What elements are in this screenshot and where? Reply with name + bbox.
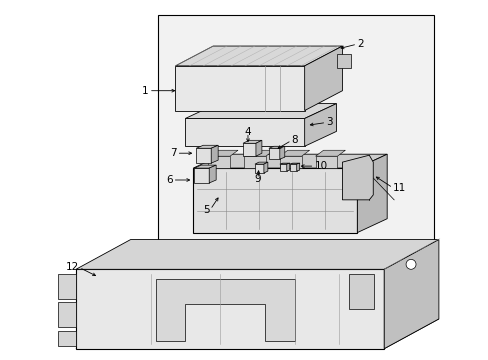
Polygon shape — [337, 54, 351, 68]
Polygon shape — [279, 150, 309, 156]
Polygon shape — [175, 46, 342, 66]
Polygon shape — [243, 143, 255, 156]
Polygon shape — [58, 274, 76, 299]
Text: 8: 8 — [291, 135, 298, 145]
Polygon shape — [76, 319, 438, 349]
Polygon shape — [255, 140, 262, 156]
Polygon shape — [208, 156, 230, 168]
Text: 6: 6 — [165, 175, 172, 185]
Polygon shape — [304, 46, 342, 111]
Polygon shape — [58, 302, 76, 327]
Polygon shape — [76, 269, 384, 349]
Polygon shape — [342, 155, 372, 200]
Polygon shape — [194, 168, 209, 183]
Text: 7: 7 — [169, 148, 176, 158]
Polygon shape — [209, 165, 216, 183]
Polygon shape — [254, 162, 267, 164]
Polygon shape — [264, 162, 267, 173]
Polygon shape — [244, 156, 265, 168]
Polygon shape — [384, 239, 438, 349]
Text: 9: 9 — [254, 174, 261, 184]
Text: 2: 2 — [357, 39, 363, 49]
Polygon shape — [155, 279, 294, 341]
Polygon shape — [279, 164, 286, 171]
Polygon shape — [349, 274, 373, 309]
Polygon shape — [208, 150, 238, 156]
Polygon shape — [211, 145, 218, 163]
Polygon shape — [193, 154, 386, 168]
Polygon shape — [254, 164, 264, 173]
Text: 11: 11 — [392, 183, 406, 193]
Polygon shape — [268, 148, 279, 159]
Text: 12: 12 — [65, 262, 79, 272]
Polygon shape — [286, 163, 289, 171]
Polygon shape — [279, 163, 289, 164]
Text: 4: 4 — [244, 127, 251, 138]
Polygon shape — [279, 146, 284, 159]
Polygon shape — [193, 168, 357, 233]
Text: 10: 10 — [314, 161, 327, 171]
Circle shape — [405, 260, 415, 269]
Polygon shape — [158, 15, 433, 249]
Polygon shape — [244, 150, 273, 156]
Polygon shape — [76, 239, 438, 269]
Polygon shape — [357, 154, 386, 233]
Text: 1: 1 — [142, 86, 148, 96]
Polygon shape — [268, 146, 284, 148]
Polygon shape — [185, 118, 304, 146]
Polygon shape — [315, 156, 337, 168]
Polygon shape — [194, 165, 216, 168]
Text: 3: 3 — [326, 117, 332, 127]
Polygon shape — [315, 150, 345, 156]
Polygon shape — [279, 156, 301, 168]
Polygon shape — [304, 104, 336, 146]
Text: 5: 5 — [203, 205, 210, 215]
Polygon shape — [296, 163, 299, 171]
Polygon shape — [58, 331, 76, 346]
Polygon shape — [175, 66, 304, 111]
Polygon shape — [289, 163, 299, 164]
Polygon shape — [185, 104, 336, 118]
Polygon shape — [289, 164, 296, 171]
Polygon shape — [243, 140, 262, 143]
Polygon shape — [196, 148, 211, 163]
Polygon shape — [196, 145, 218, 148]
